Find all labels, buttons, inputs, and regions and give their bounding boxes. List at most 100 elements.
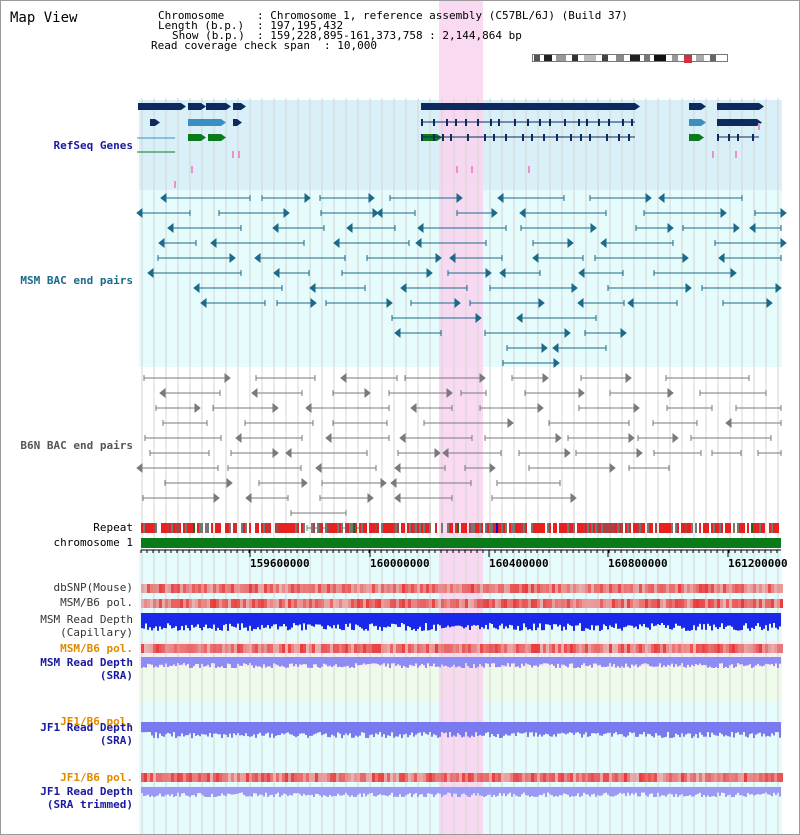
selected-region-highlight[interactable] bbox=[439, 1, 483, 834]
read-depth-bar bbox=[185, 657, 187, 666]
read-depth-bar bbox=[515, 787, 517, 796]
polymorphism-cell bbox=[294, 599, 297, 608]
read-depth-bar bbox=[421, 722, 423, 736]
msm-b6-pol-label[interactable]: MSM/B6 pol. bbox=[60, 596, 133, 609]
chromosome-track-label[interactable]: chromosome 1 bbox=[53, 536, 133, 549]
polymorphism-cell bbox=[720, 584, 723, 593]
polymorphism-cell bbox=[498, 599, 501, 608]
gene-exon bbox=[622, 119, 624, 126]
chromosome-ideogram[interactable] bbox=[532, 54, 728, 63]
repeat-element bbox=[559, 523, 561, 533]
read-depth-bar bbox=[253, 722, 255, 735]
read-depth-bar bbox=[649, 657, 651, 667]
jf1-b6-pol-2-label[interactable]: JF1/B6 pol. bbox=[60, 771, 133, 784]
polymorphism-cell bbox=[699, 599, 702, 608]
repeat-element bbox=[773, 523, 775, 533]
msm-read-depth-capillary-label[interactable]: MSM Read Depth bbox=[40, 613, 133, 626]
polymorphism-cell bbox=[456, 773, 459, 782]
repeat-element bbox=[177, 523, 179, 533]
polymorphism-cell bbox=[165, 584, 168, 593]
repeat-element bbox=[647, 523, 649, 533]
polymorphism-cell bbox=[690, 584, 693, 593]
repeat-element bbox=[571, 523, 573, 533]
read-depth-bar bbox=[689, 722, 691, 734]
repeat-element bbox=[753, 523, 755, 533]
polymorphism-cell bbox=[555, 773, 558, 782]
polymorphism-cell bbox=[582, 599, 585, 608]
polymorphism-cell bbox=[588, 599, 591, 608]
polymorphism-cell bbox=[411, 584, 414, 593]
polymorphism-cell bbox=[432, 584, 435, 593]
polymorphism-cell bbox=[444, 644, 447, 653]
polymorphism-cell bbox=[726, 599, 729, 608]
dbsnp-label[interactable]: dbSNP(Mouse) bbox=[53, 581, 133, 594]
read-depth-bar bbox=[709, 657, 711, 667]
repeat-element bbox=[487, 523, 489, 533]
read-depth-bar bbox=[495, 657, 497, 668]
read-depth-bar bbox=[231, 787, 233, 795]
bac-end-arrow bbox=[158, 237, 165, 249]
polymorphism-cell bbox=[441, 644, 444, 653]
polymorphism-cell bbox=[228, 773, 231, 782]
repeat-element bbox=[429, 523, 431, 533]
read-depth-bar bbox=[697, 722, 699, 738]
polymorphism-cell bbox=[528, 584, 531, 593]
read-depth-bar bbox=[337, 657, 339, 668]
read-depth-bar bbox=[371, 613, 373, 624]
read-depth-bar bbox=[593, 722, 595, 734]
repeat-element bbox=[615, 523, 617, 533]
read-depth-bar bbox=[355, 722, 357, 736]
read-depth-bar bbox=[635, 722, 637, 737]
b6n-bac-end-pairs-label[interactable]: B6N BAC end pairs bbox=[20, 439, 133, 452]
polymorphism-cell bbox=[372, 584, 375, 593]
polymorphism-cell bbox=[657, 584, 660, 593]
jf1-read-depth-trimmed-label[interactable]: JF1 Read Depth bbox=[40, 785, 133, 798]
bac-end-arrow bbox=[780, 207, 787, 219]
polymorphism-cell bbox=[579, 773, 582, 782]
read-depth-bar bbox=[147, 613, 149, 630]
polymorphism-cell bbox=[198, 599, 201, 608]
read-depth-bar bbox=[485, 613, 487, 626]
read-depth-bar bbox=[543, 722, 545, 735]
polymorphism-cell bbox=[420, 599, 423, 608]
polymorphism-cell bbox=[408, 584, 411, 593]
read-depth-bar bbox=[653, 657, 655, 667]
polymorphism-cell bbox=[252, 644, 255, 653]
read-depth-bar bbox=[427, 787, 429, 794]
read-depth-bar bbox=[369, 657, 371, 664]
repeat-element bbox=[655, 523, 657, 533]
polymorphism-cell bbox=[384, 773, 387, 782]
repeat-element bbox=[171, 523, 173, 533]
read-depth-bar bbox=[629, 722, 631, 733]
bac-end-arrow bbox=[194, 402, 201, 414]
polymorphism-cell bbox=[729, 773, 732, 782]
read-depth-bar bbox=[523, 657, 525, 667]
repeat-label[interactable]: Repeat bbox=[93, 521, 133, 534]
polymorphism-cell bbox=[225, 599, 228, 608]
polymorphism-cell bbox=[639, 644, 642, 653]
jf1-b6-pol-label[interactable]: JF1/B6 pol. bbox=[60, 715, 133, 728]
length-key: Length (b.p.) bbox=[158, 19, 245, 32]
polymorphism-cell bbox=[477, 599, 480, 608]
polymorphism-cell bbox=[693, 644, 696, 653]
read-depth-bar bbox=[763, 657, 765, 666]
msm-b6-pol-sra-label[interactable]: MSM/B6 pol. bbox=[60, 642, 133, 655]
read-depth-bar bbox=[675, 722, 677, 734]
polymorphism-cell bbox=[300, 644, 303, 653]
read-depth-bar bbox=[671, 657, 673, 664]
msm-read-depth-sra-label[interactable]: MSM Read Depth bbox=[40, 656, 133, 669]
read-depth-bar bbox=[243, 613, 245, 628]
jf1-read-depth-label[interactable]: JF1 Read Depth bbox=[40, 721, 133, 734]
read-depth-bar bbox=[169, 613, 171, 626]
gene-exon bbox=[188, 134, 201, 141]
polymorphism-cell bbox=[357, 584, 360, 593]
refseq-genes-label[interactable]: RefSeq Genes bbox=[53, 139, 133, 152]
msm-bac-end-pairs-label[interactable]: MSM BAC end pairs bbox=[20, 274, 133, 287]
read-depth-bar bbox=[745, 657, 747, 666]
repeat-element bbox=[547, 523, 549, 533]
read-depth-bar bbox=[583, 657, 585, 664]
read-depth-bar bbox=[609, 787, 611, 797]
read-depth-bar bbox=[341, 613, 343, 631]
